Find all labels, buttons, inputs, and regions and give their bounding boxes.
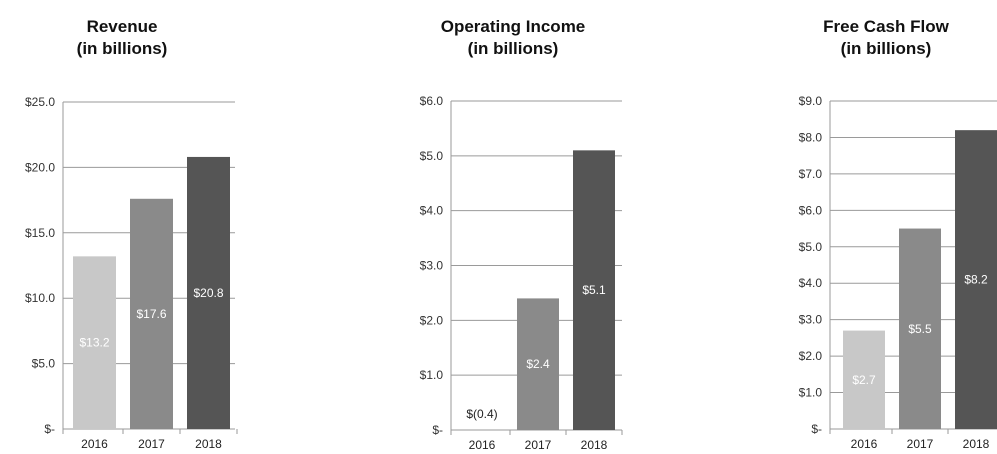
bar-value-label: $5.1 [582,283,606,297]
x-tick-label: 2017 [907,437,934,451]
y-tick-label: $5.0 [799,240,823,254]
x-tick-label: 2016 [81,437,108,451]
bar [187,156,230,429]
y-tick-label: $7.0 [799,167,823,181]
chart-subtitle: (in billions) [467,39,559,58]
operating-income-chart-plot: $- $1.0 $2.0 $3.0 $4.0 $5.0 $6.0 $(0.4) 2016 $2.4… [420,94,623,452]
y-tick-label: $5.0 [420,149,444,163]
y-tick-label: $1.0 [799,386,823,400]
y-tick-label: $4.0 [420,204,444,218]
x-tick-label: 2016 [851,437,878,451]
bar-value-label: $2.7 [852,373,876,387]
chart-title: Free Cash Flow (in billions) [768,16,997,60]
y-tick-label: $2.0 [799,349,823,363]
bar [73,256,116,429]
x-tick-label: 2018 [963,437,990,451]
y-tick-label: $15.0 [25,226,55,240]
y-tick-label: $20.0 [25,160,55,174]
bar-value-label: $8.2 [964,273,988,287]
operating-income-chart: Operating Income (in billions) $- $1.0 $2.… [385,0,645,454]
y-tick-label: $- [432,423,443,437]
chart-subtitle: (in billions) [840,39,932,58]
chart-title: Revenue (in billions) [0,16,244,60]
bar [517,298,559,430]
x-tick-label: 2017 [525,438,552,452]
chart-title-main: Operating Income [440,17,586,36]
bar [899,228,941,429]
y-tick-label: $- [44,422,55,436]
y-tick-label: $- [811,422,822,436]
x-tick-label: 2018 [195,437,222,451]
bar-value-label: $5.5 [908,322,932,336]
chart-subtitle: (in billions) [76,39,168,58]
revenue-chart-plot: $- $5.0 $10.0 $15.0 $20.0 $25.0 $13.2 2016 $17.6… [25,95,238,451]
free-cash-flow-chart: Free Cash Flow (in billions) $- $1.0 $2.0 $… [768,0,997,454]
y-tick-label: $9.0 [799,94,823,108]
chart-title: Operating Income (in billions) [385,16,641,60]
y-tick-label: $6.0 [420,94,444,108]
chart-title-main: Free Cash Flow [823,17,949,36]
y-tick-label: $3.0 [799,313,823,327]
y-tick-label: $2.0 [420,313,444,327]
bar [843,330,885,429]
bar-value-label: $2.4 [526,357,550,371]
y-tick-label: $8.0 [799,130,823,144]
bar [130,198,173,429]
y-tick-label: $1.0 [420,368,444,382]
x-tick-label: 2016 [469,438,496,452]
free-cash-flow-chart-plot: $- $1.0 $2.0 $3.0 $4.0 $5.0 $6.0 $7.0 $8.0 $9.0 $2… [799,94,997,451]
y-tick-label: $3.0 [420,259,444,273]
y-tick-label: $4.0 [799,276,823,290]
bar [955,130,997,429]
x-tick-label: 2018 [581,438,608,452]
y-tick-label: $10.0 [25,291,55,305]
y-tick-label: $5.0 [32,357,56,371]
chart-title-main: Revenue [86,17,158,36]
bar-value-label: $20.8 [193,286,223,300]
bar [573,150,615,430]
bar-value-label: $(0.4) [466,407,497,421]
bar-value-label: $17.6 [136,307,166,321]
revenue-chart: Revenue (in billions) $- $5.0 $10.0 $15.0 $2… [0,0,250,454]
y-tick-label: $6.0 [799,203,823,217]
x-tick-label: 2017 [138,437,165,451]
bar-value-label: $13.2 [79,336,109,350]
y-tick-label: $25.0 [25,95,55,109]
